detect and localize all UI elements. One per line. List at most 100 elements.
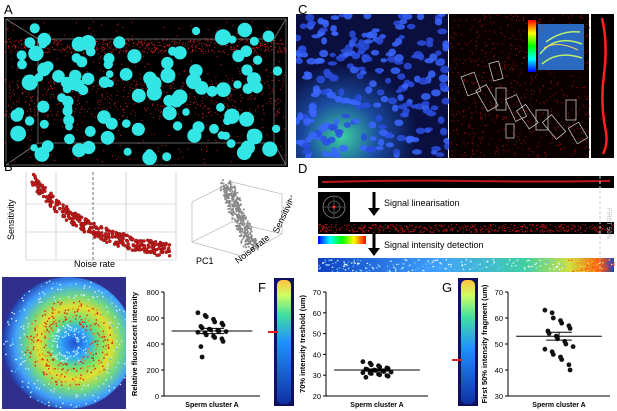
spot — [127, 49, 142, 64]
x-category-label: Sperm cluster A — [350, 402, 403, 409]
y-tick-label: 200 — [146, 366, 159, 375]
y-tick-label: 50 — [495, 340, 503, 349]
spot — [253, 55, 263, 65]
spot — [142, 150, 157, 166]
spot — [163, 94, 175, 107]
y-tick-label: 30 — [313, 371, 321, 380]
d-side-label: FIRST 50% — [605, 208, 611, 240]
panel-letter-g: G — [442, 280, 453, 295]
spot — [262, 141, 278, 157]
spot — [24, 116, 35, 126]
spot — [217, 131, 226, 140]
data-point — [220, 322, 226, 328]
spot — [119, 68, 133, 81]
panel-letter-c: C — [298, 2, 308, 17]
b-ylabel: Sensitivity — [6, 199, 16, 240]
b-pc1-label: PC1 — [196, 256, 214, 266]
spot — [143, 71, 157, 85]
panel-letter-d: D — [298, 161, 308, 176]
spot — [272, 124, 281, 133]
spot — [65, 122, 73, 131]
spot — [123, 147, 132, 156]
b-xlabel: Noise rate — [74, 259, 115, 268]
spot — [216, 102, 225, 112]
data-point — [563, 341, 569, 347]
threshold-marker-g — [452, 359, 462, 361]
d-step2-label: Signal intensity detection — [384, 240, 484, 250]
spot — [64, 133, 75, 145]
data-point — [360, 359, 366, 365]
data-point — [360, 370, 366, 376]
x-category-label: Sperm cluster A — [532, 402, 585, 409]
y-tick-label: 30 — [495, 392, 503, 401]
spot — [40, 68, 48, 77]
y-tick-label: 70 — [313, 288, 321, 297]
data-point — [542, 346, 548, 352]
spot — [131, 88, 146, 103]
spot — [131, 122, 145, 136]
data-point — [550, 315, 556, 321]
chart-g: 30 40 50 60 70 First 50% intensity fragment (… — [480, 284, 610, 409]
spot — [100, 130, 115, 145]
spot — [71, 53, 82, 63]
spot — [246, 128, 263, 145]
y-axis-label: Relative fluorescent intensity — [130, 291, 139, 396]
spot — [161, 56, 174, 70]
panel-f-strip — [274, 278, 294, 406]
spot — [63, 103, 73, 112]
spot — [57, 93, 67, 103]
data-point — [377, 364, 383, 370]
spot — [21, 74, 38, 91]
data-point — [195, 310, 201, 316]
panel-d-pipeline: Signal linearisation Signal intensity de… — [318, 176, 615, 273]
spot — [77, 84, 89, 96]
spot — [239, 111, 255, 127]
spot — [84, 126, 96, 137]
y-axis-label: 70% intensity treshold (um) — [298, 295, 307, 393]
data-point — [566, 362, 572, 368]
spot — [241, 64, 253, 76]
panel-a-3d-render — [4, 17, 288, 167]
spot — [72, 143, 87, 158]
spot — [122, 119, 131, 128]
data-point — [559, 320, 565, 326]
panel-letter-f: F — [258, 280, 266, 295]
y-tick-label: 50 — [313, 330, 321, 339]
data-point — [385, 373, 391, 379]
data-point — [549, 310, 555, 316]
y-tick-label: 40 — [313, 350, 321, 359]
roi-boxes — [460, 60, 589, 145]
panel-letter-b: B — [4, 159, 13, 174]
spot — [223, 116, 232, 126]
spot — [216, 82, 231, 97]
chart-e: 0 200 400 600 800 Relative fluorescent intens… — [130, 288, 260, 409]
spot — [209, 123, 219, 134]
chart-f: 20 30 40 50 60 70 70% intensity treshold (um) S… — [298, 288, 428, 409]
data-point — [203, 314, 209, 320]
pca-points — [219, 179, 260, 251]
y-tick-label: 60 — [495, 314, 503, 323]
spot — [272, 66, 283, 76]
data-point — [377, 372, 383, 378]
y-tick-label: 20 — [313, 392, 321, 401]
data-point — [198, 344, 204, 349]
spot — [103, 59, 114, 70]
spot — [249, 36, 259, 46]
y-tick-label: 70 — [495, 288, 503, 297]
linear-signal — [600, 17, 608, 155]
roc-points — [30, 172, 172, 258]
d-step1-label: Signal linearisation — [384, 198, 460, 208]
spot — [17, 59, 27, 70]
spot — [206, 85, 218, 97]
spot — [85, 46, 96, 57]
spot — [172, 89, 188, 105]
spot — [237, 22, 253, 38]
panel-c-microscopy — [296, 14, 614, 158]
spot — [105, 70, 114, 78]
spot — [226, 139, 236, 148]
y-tick-label: 800 — [146, 288, 159, 297]
y-tick-label: 60 — [313, 309, 321, 318]
spot — [28, 45, 44, 62]
spot — [52, 70, 65, 83]
spot — [192, 121, 205, 134]
